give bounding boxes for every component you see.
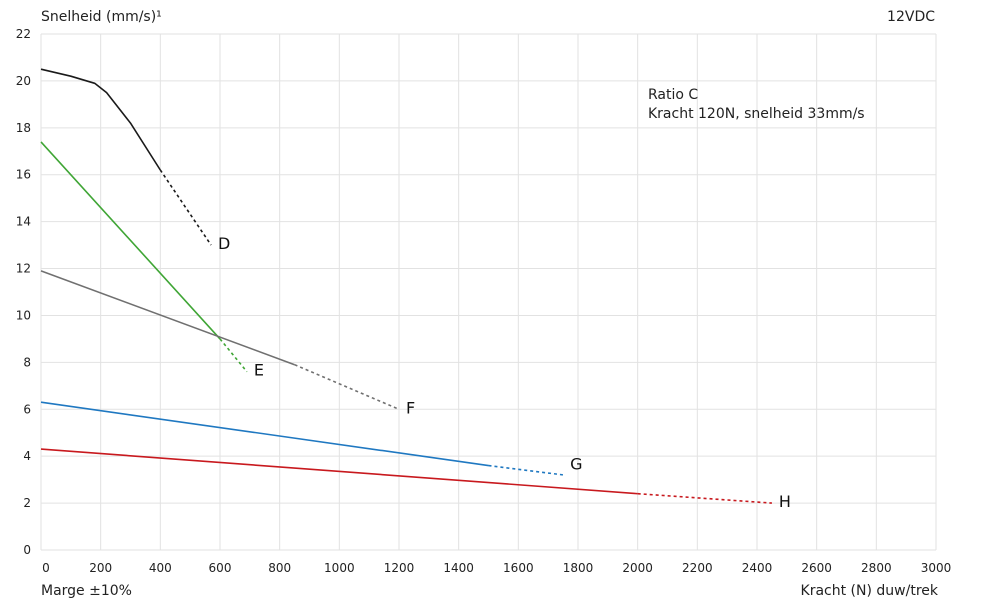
voltage-label: 12VDC bbox=[887, 9, 935, 25]
y-tick-label: 8 bbox=[23, 355, 31, 369]
y-tick-label: 4 bbox=[23, 449, 31, 463]
x-tick-label: 2400 bbox=[742, 561, 773, 575]
y-tick-label: 22 bbox=[16, 27, 31, 41]
x-tick-label: 3000 bbox=[921, 561, 952, 575]
y-tick-label: 0 bbox=[23, 543, 31, 557]
series-labels: D E F G H bbox=[218, 234, 791, 511]
x-tick-label: 200 bbox=[89, 561, 112, 575]
series-label-e: E bbox=[254, 361, 264, 380]
y-tick-label: 6 bbox=[23, 402, 31, 416]
x-tick-label: 1800 bbox=[563, 561, 594, 575]
series-line-d bbox=[40, 68, 161, 171]
series-line-e bbox=[40, 141, 221, 340]
series-line-h-dashed bbox=[637, 492, 772, 504]
x-tick-label: 1400 bbox=[443, 561, 474, 575]
series-label-g: G bbox=[570, 455, 582, 474]
annotation-force-speed: Kracht 120N, snelheid 33mm/s bbox=[648, 106, 865, 122]
y-tick-label: 2 bbox=[23, 496, 31, 510]
y-tick-label: 12 bbox=[16, 262, 31, 276]
series-lines bbox=[40, 68, 772, 504]
series-line-h bbox=[40, 448, 638, 495]
y-tick-label: 18 bbox=[16, 121, 31, 135]
x-tick-label: 600 bbox=[209, 561, 232, 575]
series-line-f-dashed bbox=[294, 363, 400, 411]
x-tick-label: 2000 bbox=[622, 561, 653, 575]
x-tick-label: 400 bbox=[149, 561, 172, 575]
x-tick-label: 1000 bbox=[324, 561, 355, 575]
x-tick-label: 2200 bbox=[682, 561, 713, 575]
series-line-g-dashed bbox=[488, 464, 564, 476]
y-tick-label: 10 bbox=[16, 308, 31, 322]
series-line-d-dashed bbox=[159, 169, 212, 246]
y-axis-label: Snelheid (mm/s)¹ bbox=[41, 9, 162, 25]
x-tick-label: 1200 bbox=[384, 561, 415, 575]
tick-labels: 0 200 400 600 800 1000 1200 1400 1600 1800 2000 220… bbox=[16, 27, 952, 575]
series-label-f: F bbox=[406, 398, 415, 417]
margin-footnote: Marge ±10% bbox=[41, 583, 132, 599]
series-line-e-dashed bbox=[219, 338, 248, 373]
series-line-f bbox=[40, 270, 295, 366]
x-tick-label: 800 bbox=[268, 561, 291, 575]
series-line-g bbox=[40, 401, 489, 467]
series-label-h: H bbox=[779, 492, 791, 511]
x-tick-label: 2800 bbox=[861, 561, 892, 575]
annotation-ratio: Ratio C bbox=[648, 87, 698, 103]
x-tick-label: 0 bbox=[42, 561, 50, 575]
grid bbox=[40, 33, 937, 551]
series-label-d: D bbox=[218, 234, 230, 253]
x-axis-label: Kracht (N) duw/trek bbox=[801, 583, 939, 599]
y-tick-label: 14 bbox=[16, 215, 31, 229]
y-tick-label: 20 bbox=[16, 74, 31, 88]
y-tick-label: 16 bbox=[16, 168, 31, 182]
x-tick-label: 1600 bbox=[503, 561, 534, 575]
x-tick-label: 2600 bbox=[801, 561, 832, 575]
